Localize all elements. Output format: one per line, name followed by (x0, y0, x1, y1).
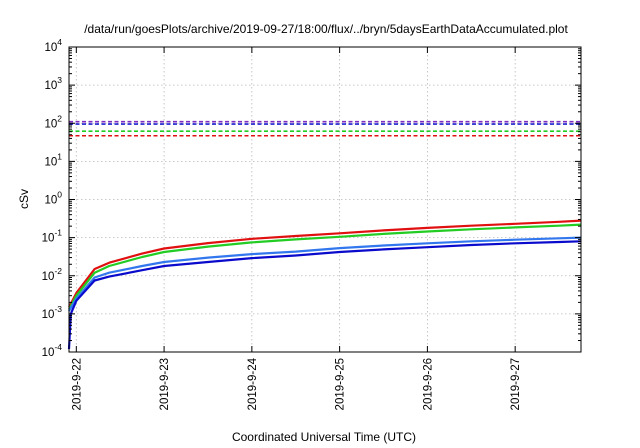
x-tick-labels: 2019-9-22 2019-9-23 2019-9-24 2019-9-25 2019… (71, 357, 522, 410)
y-tick-exponent: -3 (54, 304, 62, 314)
x-tick-label: 2019-9-25 (335, 358, 347, 410)
y-tick-label: 10-4 (42, 342, 63, 359)
x-tick-label: 2019-9-23 (159, 358, 171, 410)
y-tick-label: 100 (44, 190, 62, 207)
x-tick-label: 2019-9-26 (422, 358, 434, 410)
y-tick-base: 10 (42, 271, 55, 283)
y-tick-base: 10 (42, 309, 55, 321)
x-tick-label: 2019-9-22 (71, 358, 83, 410)
series-line (68, 223, 582, 311)
y-tick-base: 10 (44, 42, 57, 54)
series-lines (67, 219, 582, 350)
y-tick-base: 10 (44, 195, 57, 207)
grid (69, 46, 581, 353)
series-line (68, 219, 582, 308)
series-line (68, 236, 582, 312)
y-tick-label: 101 (44, 151, 62, 168)
y-tick-base: 10 (44, 118, 57, 130)
y-tick-base: 10 (42, 347, 55, 359)
y-tick-exponent: 0 (57, 190, 62, 200)
y-tick-base: 10 (44, 80, 57, 92)
y-tick-exponent: 3 (57, 75, 62, 85)
y-tick-label: 102 (44, 113, 62, 130)
y-tick-exponent: 1 (57, 151, 62, 161)
axis-ticks (69, 46, 581, 353)
y-tick-exponent: 2 (57, 113, 62, 123)
y-axis-label: cSv (17, 189, 31, 209)
y-tick-label: 10-2 (42, 266, 63, 283)
chart-title: /data/run/goesPlots/archive/2019-09-27/1… (84, 22, 568, 36)
y-tick-label: 10-1 (42, 228, 63, 245)
y-tick-exponent: -2 (54, 266, 62, 276)
y-tick-exponent: -1 (54, 228, 62, 238)
y-tick-exponent: -4 (54, 342, 62, 352)
threshold-lines (69, 120, 581, 137)
x-axis-label: Coordinated Universal Time (UTC) (232, 430, 416, 444)
y-tick-label: 104 (44, 37, 62, 54)
y-tick-label: 10-3 (42, 304, 63, 321)
y-tick-base: 10 (42, 233, 55, 245)
x-tick-label: 2019-9-24 (247, 357, 259, 410)
y-tick-exponent: 4 (57, 37, 62, 47)
y-tick-label: 103 (44, 75, 62, 92)
x-tick-label: 2019-9-27 (510, 358, 522, 410)
series-line (67, 240, 582, 350)
y-tick-base: 10 (44, 156, 57, 168)
